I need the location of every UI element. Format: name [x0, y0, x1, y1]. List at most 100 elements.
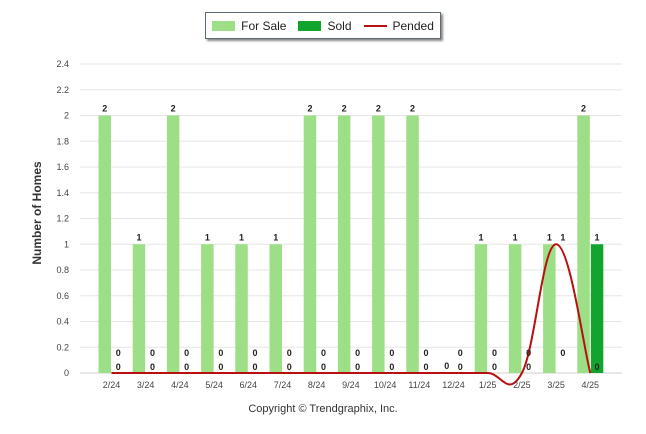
- for-sale-label: 2: [376, 104, 381, 114]
- sold-label: 0: [184, 348, 189, 358]
- for-sale-label: 1: [547, 232, 552, 242]
- legend-swatch: [363, 24, 387, 27]
- y-tick-label: 1.2: [56, 214, 69, 224]
- for-sale-bar: [474, 244, 488, 373]
- for-sale-bar: [303, 115, 317, 373]
- grid-layer: [80, 63, 622, 374]
- x-tick-label: 2/25: [513, 380, 531, 390]
- sold-label: 0: [218, 348, 223, 358]
- for-sale-bar: [98, 115, 111, 373]
- sold-label: 0: [526, 348, 531, 358]
- pended-label: 0: [287, 362, 292, 372]
- for-sale-bar: [235, 244, 248, 373]
- sold-bar: [590, 244, 604, 373]
- for-sale-bar: [132, 244, 146, 373]
- pended-label: 0: [389, 362, 394, 372]
- pended-label: 0: [116, 362, 121, 372]
- pended-series-line: [111, 243, 592, 386]
- legend-label: For Sale: [241, 18, 287, 33]
- for-sale-label: 2: [307, 104, 312, 114]
- sold-label: 0: [424, 348, 429, 358]
- x-tick-label: 2/24: [103, 380, 121, 390]
- x-tick-label: 8/24: [308, 380, 326, 390]
- for-sale-label: 2: [171, 104, 176, 114]
- legend-label: Pended: [392, 18, 434, 33]
- sold-label: 0: [116, 348, 121, 358]
- copyright-text: Copyright © Trendgraphix, Inc.: [248, 403, 398, 415]
- pended-label: 0: [458, 362, 463, 372]
- sold-label: 0: [287, 348, 292, 358]
- for-sale-bar: [543, 244, 556, 373]
- y-tick-label: 0: [64, 368, 69, 378]
- x-tick-label: 6/24: [240, 380, 258, 390]
- for-sale-bar: [406, 115, 419, 373]
- x-tick-label: 4/25: [582, 380, 600, 390]
- data-labels: 2 0 0 1 0 0 2 0 0 1 0 0 1 0 0 1 0 0 2 0 0 2 0 0 2 0 0 2 0 0 0 0 0 1 0 0 1 0 0 1…: [102, 104, 599, 373]
- legend-swatch: [212, 20, 236, 31]
- pended-label: 0: [595, 362, 600, 372]
- pended-label: 0: [492, 362, 497, 372]
- y-tick-label: 0.8: [56, 265, 69, 275]
- x-tick-label: 3/25: [547, 380, 565, 390]
- pended-label: 1: [560, 232, 565, 242]
- pended-line: [111, 243, 592, 386]
- sold-label: 0: [389, 348, 394, 358]
- pended-label: 0: [218, 362, 223, 372]
- y-tick-label: 1.8: [56, 136, 69, 146]
- for-sale-label: 2: [102, 104, 107, 114]
- sold-label: 0: [321, 348, 326, 358]
- sold-label: 0: [253, 348, 258, 358]
- y-tick-label: 2.2: [56, 85, 69, 95]
- legend-swatch: [298, 20, 322, 31]
- y-tick-labels: 0 0.2 0.4 0.6 0.8 1 1.2 1.4 1.6 1.8 2 2.2 2.4: [56, 59, 69, 378]
- pended-label: 0: [253, 362, 258, 372]
- y-tick-label: 1.4: [56, 188, 69, 198]
- for-sale-label: 1: [513, 232, 518, 242]
- for-sale-bar: [508, 244, 522, 373]
- x-tick-label: 5/24: [205, 380, 223, 390]
- x-tick-label: 11/24: [408, 380, 430, 390]
- y-tick-label: 1: [64, 239, 69, 249]
- chart-legend: For Sale Sold Pended: [205, 12, 441, 39]
- y-tick-label: 2: [64, 111, 69, 121]
- for-sale-bar: [166, 115, 180, 373]
- x-tick-label: 1/25: [479, 380, 497, 390]
- y-tick-label: 0.2: [56, 342, 69, 352]
- x-tick-label: 10/24: [374, 380, 397, 390]
- x-tick-label: 12/24: [442, 380, 465, 390]
- sold-label: 0: [355, 348, 360, 358]
- sold-label: 0: [458, 348, 463, 358]
- for-sale-label: 1: [239, 232, 244, 242]
- legend-label: Sold: [327, 18, 352, 33]
- pended-label: 0: [424, 362, 429, 372]
- pended-label: 0: [184, 362, 189, 372]
- pended-label: 0: [526, 362, 531, 372]
- for-sale-label: 0: [444, 361, 449, 371]
- for-sale-bar: [372, 115, 385, 373]
- x-tick-label: 9/24: [342, 380, 360, 390]
- sold-label: 1: [595, 232, 600, 242]
- sold-label: 0: [560, 348, 565, 358]
- y-axis-label: Number of Homes: [30, 161, 44, 265]
- pended-label: 0: [321, 362, 326, 372]
- for-sale-label: 1: [273, 232, 278, 242]
- for-sale-bar: [269, 244, 282, 373]
- bars: [98, 115, 604, 373]
- y-tick-label: 2.4: [56, 59, 69, 69]
- sold-label: 0: [150, 348, 155, 358]
- for-sale-label: 1: [136, 232, 141, 242]
- for-sale-label: 2: [581, 104, 586, 114]
- for-sale-bar: [577, 115, 590, 373]
- sold-label: 0: [492, 348, 497, 358]
- x-tick-label: 7/24: [274, 380, 292, 390]
- for-sale-label: 2: [410, 104, 415, 114]
- for-sale-bar: [201, 244, 214, 373]
- x-tick-label: 4/24: [171, 380, 189, 390]
- pended-label: 0: [355, 362, 360, 372]
- legend-item: Sold: [298, 18, 352, 33]
- for-sale-bar: [337, 115, 351, 373]
- legend-item: For Sale: [212, 19, 286, 33]
- pended-label: 0: [150, 362, 155, 372]
- x-tick-labels: 2/24 3/24 4/24 5/24 6/24 7/24 8/24 9/24 10/24 11/…: [103, 380, 599, 390]
